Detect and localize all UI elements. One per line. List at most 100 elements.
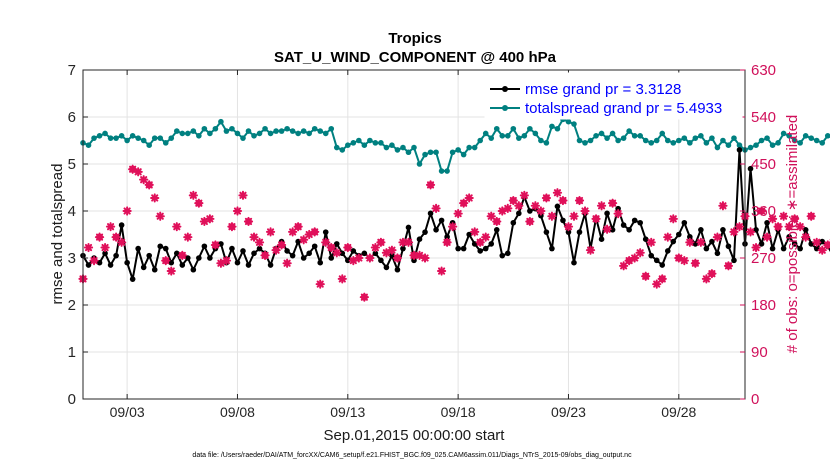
totalspread-point: [521, 133, 528, 139]
y-left-tick-label: 2: [68, 297, 76, 314]
totalspread-point: [444, 168, 450, 174]
rmse-point: [113, 252, 119, 259]
rmse-point: [648, 252, 655, 259]
asterisk-stroke: [272, 246, 280, 254]
rmse-point: [714, 250, 721, 257]
rmse-point: [433, 227, 439, 233]
rmse-point: [637, 219, 643, 226]
totalspread-point: [543, 140, 550, 146]
rmse-point: [140, 264, 147, 271]
totalspread-point: [631, 133, 638, 139]
asterisk-stroke: [818, 246, 826, 254]
asterisk-stroke: [283, 259, 291, 267]
rmse-point: [499, 252, 506, 259]
rmse-point: [758, 241, 765, 247]
obs-assimilated-marker: [817, 245, 827, 255]
asterisk-stroke: [437, 267, 446, 275]
totalspread-point: [571, 121, 577, 127]
totalspread-point: [731, 135, 737, 141]
rmse-point: [118, 222, 125, 228]
totalspread-point: [322, 130, 329, 137]
obs-assimilated-marker: [183, 232, 193, 242]
asterisk-stroke: [95, 233, 104, 241]
totalspread-point: [549, 123, 555, 130]
obs-assimilated-marker: [767, 214, 778, 224]
asterisk-stroke: [255, 238, 264, 246]
footnote-data-file: data file: /Users/raeder/DAI/ATM_forcXX/…: [192, 452, 632, 459]
rmse-point: [311, 243, 318, 250]
obs-assimilated-marker: [657, 274, 667, 284]
asterisk-stroke: [426, 181, 435, 189]
obs-assimilated-marker: [613, 209, 623, 219]
obs-assimilated-marker: [403, 237, 414, 247]
rmse-point: [151, 266, 158, 273]
totalspread-point: [383, 144, 390, 151]
totalspread-point: [185, 130, 191, 137]
y-right-tick-label: 0: [751, 391, 759, 408]
totalspread-point: [587, 137, 594, 144]
obs-assimilated-marker: [188, 190, 198, 200]
totalspread-point: [659, 130, 666, 137]
asterisk-stroke: [195, 199, 203, 207]
obs-assimilated-marker: [166, 266, 176, 276]
obs-assimilated-marker: [436, 266, 447, 276]
obs-assimilated-marker: [249, 232, 259, 242]
asterisk-stroke: [730, 228, 738, 236]
obs-assimilated-marker: [806, 211, 816, 221]
rmse-point: [482, 245, 489, 252]
asterisk-stroke: [636, 249, 644, 257]
totalspread-point: [714, 144, 721, 151]
obs-assimilated-marker: [392, 253, 403, 263]
rmse-point: [317, 259, 324, 266]
obs-assimilated-marker: [652, 279, 662, 289]
obs-assimilated-marker: [536, 206, 546, 216]
totalspread-point: [753, 142, 759, 148]
obs-assimilated-marker: [679, 256, 689, 266]
totalspread-point: [813, 137, 820, 144]
asterisk-stroke: [570, 212, 578, 220]
totalspread-point: [780, 130, 787, 137]
x-tick-label: 09/08: [220, 404, 255, 420]
totalspread-point: [422, 151, 428, 158]
rmse-point: [162, 245, 169, 252]
asterisk-stroke: [250, 233, 258, 241]
y-left-tick-label: 1: [68, 344, 76, 361]
obs-assimilated-marker: [773, 222, 783, 232]
asterisk-stroke: [631, 254, 639, 262]
totalspread-point: [504, 133, 511, 139]
asterisk-stroke: [520, 191, 528, 199]
rmse-point: [240, 248, 246, 254]
asterisk-stroke: [531, 202, 539, 210]
asterisk-stroke: [603, 225, 611, 233]
y-left-tick-label: 3: [68, 250, 76, 267]
rmse-point: [731, 257, 737, 264]
asterisk-stroke: [211, 241, 219, 249]
rmse-point: [642, 236, 649, 242]
totalspread-point: [626, 128, 632, 134]
rmse-point: [135, 245, 141, 252]
y-right-tick-label: 450: [751, 156, 776, 173]
asterisk-stroke: [366, 254, 374, 262]
obs-assimilated-marker: [370, 242, 380, 253]
rmse-point: [543, 229, 550, 235]
asterisk-stroke: [713, 233, 722, 241]
rmse-point: [527, 208, 533, 214]
asterisk-stroke: [586, 246, 595, 254]
obs-assimilated-marker: [221, 256, 232, 266]
legend: rmse grand pr = 3.3128 totalspread grand…: [484, 72, 743, 120]
obs-count-markers: [78, 164, 830, 302]
obs-assimilated-marker: [326, 242, 336, 253]
rmse-point: [339, 250, 346, 257]
totalspread-point: [725, 142, 732, 148]
obs-assimilated-marker: [630, 253, 640, 263]
rmse-point: [107, 262, 114, 268]
rmse-point: [416, 236, 423, 242]
asterisk-stroke: [708, 270, 716, 278]
obs-assimilated-marker: [574, 195, 585, 206]
totalspread-point: [808, 135, 814, 141]
asterisk-stroke: [266, 228, 275, 236]
totalspread-point: [648, 140, 655, 146]
rmse-point: [725, 243, 732, 250]
asterisk-stroke: [129, 165, 137, 173]
totalspread-point: [764, 135, 770, 141]
